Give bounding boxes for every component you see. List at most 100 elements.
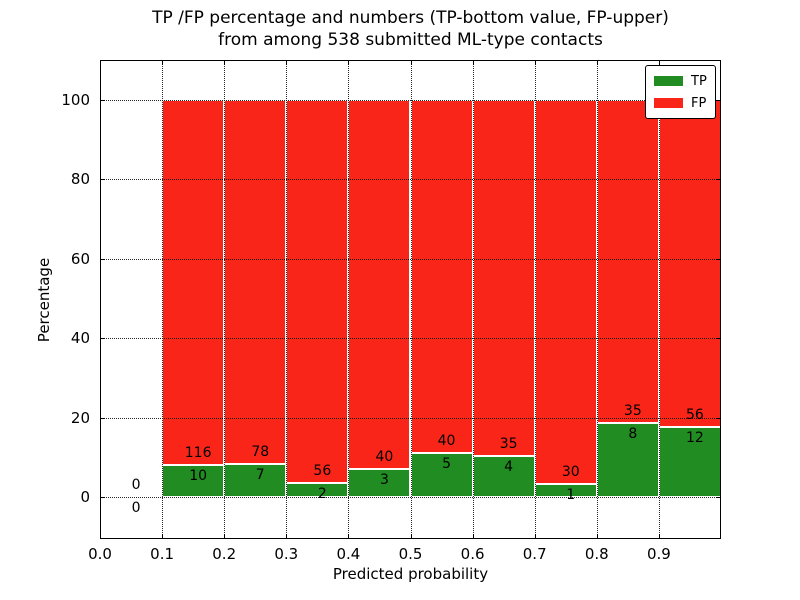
tp-bar <box>348 469 411 497</box>
gridline-v <box>472 60 474 539</box>
fp-count-label: 35 <box>499 436 518 453</box>
x-tick-label: 0.0 <box>88 545 112 563</box>
fp-count-label: 116 <box>184 445 212 462</box>
x-tick-mark-top <box>100 60 101 65</box>
y-tick-label: 20 <box>70 408 90 427</box>
tp-bar <box>472 456 535 497</box>
fp-bar <box>286 100 349 484</box>
fp-count-label: 56 <box>313 463 332 480</box>
y-tick-mark <box>100 496 105 498</box>
gridline-v <box>534 60 536 539</box>
x-tick-mark <box>100 534 101 539</box>
legend-item-tp: TP <box>654 72 707 90</box>
fp-count-label: 40 <box>437 432 456 449</box>
y-tick-mark-right <box>716 496 721 498</box>
x-tick-mark <box>348 534 350 539</box>
x-tick-mark-top <box>348 60 350 65</box>
tp-count-label: 0 <box>131 499 141 516</box>
tp-count-label: 12 <box>686 429 704 446</box>
legend-item-fp: FP <box>654 94 707 112</box>
y-tick-mark <box>100 417 105 419</box>
fp-bar <box>348 100 411 470</box>
x-tick-label: 0.6 <box>460 545 485 563</box>
x-axis-label: Predicted probability <box>332 565 489 583</box>
fp-bar <box>534 100 597 485</box>
tp-count-label: 4 <box>504 459 514 476</box>
chart-title: TP /FP percentage and numbers (TP-bottom… <box>100 7 721 51</box>
y-tick-mark-right <box>716 417 721 419</box>
fp-bar <box>224 100 287 465</box>
fp-count-label: 56 <box>686 406 704 423</box>
tp-count-label: 3 <box>379 472 389 489</box>
y-tick-mark <box>100 179 105 181</box>
tp-count-label: 7 <box>255 467 265 484</box>
x-tick-label: 0.7 <box>522 545 547 563</box>
x-tick-mark <box>410 534 412 539</box>
x-tick-mark <box>534 534 536 539</box>
x-tick-mark <box>596 534 598 539</box>
fp-bar <box>162 100 225 466</box>
tp-bar <box>658 426 721 497</box>
gridline-v <box>348 60 350 539</box>
tp-count-label: 10 <box>189 468 208 485</box>
x-tick-mark-top <box>224 60 226 65</box>
gridline-v <box>658 60 660 539</box>
x-tick-mark-top <box>472 60 474 65</box>
tp-legend-swatch <box>654 76 683 86</box>
tp-bar <box>596 423 659 497</box>
x-tick-label: 0.5 <box>398 545 423 563</box>
fp-bar <box>410 100 473 453</box>
fp-count-label: 30 <box>561 464 580 481</box>
x-tick-mark-top <box>286 60 288 65</box>
fp-count-label: 40 <box>375 449 394 466</box>
y-tick-label: 40 <box>70 329 90 348</box>
gridline-v <box>162 60 164 539</box>
y-tick-mark <box>100 100 105 102</box>
y-tick-mark <box>100 258 105 260</box>
tp-count-label: 8 <box>628 426 638 443</box>
x-tick-label: 0.9 <box>646 545 671 563</box>
y-tick-label: 80 <box>70 170 90 189</box>
x-tick-label: 0.3 <box>274 545 299 563</box>
x-tick-mark <box>658 534 660 539</box>
fp-bar <box>472 100 535 457</box>
x-tick-mark <box>162 534 164 539</box>
x-tick-mark <box>286 534 288 539</box>
gridline-v <box>410 60 412 539</box>
y-tick-mark-right <box>716 100 721 102</box>
tp-legend-label: TP <box>691 73 707 89</box>
y-tick-label: 100 <box>61 91 90 110</box>
y-tick-mark-right <box>716 179 721 181</box>
tp-count-label: 1 <box>566 487 576 504</box>
tp-count-label: 2 <box>317 486 327 503</box>
x-tick-label: 0.1 <box>150 545 175 563</box>
y-tick-label: 0 <box>80 487 90 506</box>
fp-bar <box>596 100 659 424</box>
chart-title-line2: from among 538 submitted ML-type contact… <box>218 30 603 50</box>
fp-count-label: 0 <box>131 476 141 493</box>
x-tick-mark-top <box>658 60 660 65</box>
fp-legend-swatch <box>654 98 683 108</box>
x-tick-mark <box>472 534 474 539</box>
x-tick-mark-top <box>534 60 536 65</box>
y-tick-mark-right <box>716 258 721 260</box>
x-tick-mark-top <box>162 60 164 65</box>
fp-legend-label: FP <box>691 95 707 111</box>
y-tick-mark-right <box>716 338 721 340</box>
fp-bar <box>658 100 721 427</box>
gridline-v <box>286 60 288 539</box>
fp-count-label: 35 <box>623 403 642 420</box>
legend: TP FP <box>645 65 716 119</box>
y-tick-label: 60 <box>70 249 90 268</box>
x-tick-label: 0.2 <box>212 545 237 563</box>
x-tick-mark-top <box>410 60 412 65</box>
x-tick-label: 0.4 <box>336 545 361 563</box>
fp-count-label: 78 <box>251 444 270 461</box>
plot-area: 0 0 116 10 78 7 56 2 40 3 40 5 35 4 30 1 35 8 56 12 <box>100 60 721 539</box>
gridline-v <box>224 60 226 539</box>
x-tick-mark <box>224 534 226 539</box>
gridline-v <box>596 60 598 539</box>
y-tick-mark <box>100 338 105 340</box>
tp-count-label: 5 <box>442 455 452 472</box>
